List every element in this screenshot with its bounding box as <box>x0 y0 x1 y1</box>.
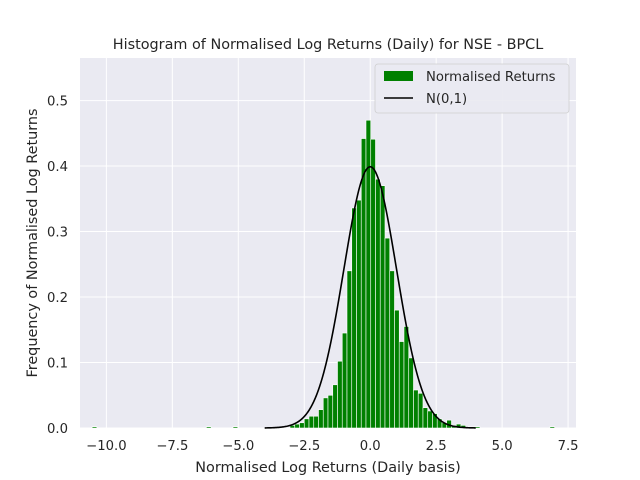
histogram-bar <box>322 397 329 429</box>
histogram-bar <box>360 138 367 429</box>
histogram-bar <box>422 407 429 429</box>
x-tick-label: 5.0 <box>492 439 513 454</box>
x-tick-label: 0.0 <box>360 439 381 454</box>
chart-title: Histogram of Normalised Log Returns (Dai… <box>113 37 543 53</box>
y-tick-label: 0.1 <box>47 357 68 372</box>
histogram-bar <box>303 418 310 429</box>
y-tick-labels: 0.0 0.1 0.2 0.3 0.4 0.5 <box>47 95 68 437</box>
histogram-bar <box>394 309 400 429</box>
histogram-bar <box>294 423 300 429</box>
histogram-bar <box>308 415 315 429</box>
legend-box <box>374 63 570 114</box>
histogram-bar <box>375 178 381 429</box>
histogram-bar <box>232 426 239 429</box>
histogram-bar <box>417 392 424 429</box>
y-axis-label: Frequency of Normalised Log Returns <box>25 108 41 377</box>
histogram-bar <box>370 138 376 429</box>
normal-pdf-line <box>264 165 476 429</box>
x-axis-label: Normalised Log Returns (Daily basis) <box>195 460 460 476</box>
histogram-bar <box>351 207 357 429</box>
x-tick-label: −10.0 <box>86 439 126 454</box>
x-tick-label: −2.5 <box>288 439 320 454</box>
histogram-bar <box>332 384 338 429</box>
histogram-bar <box>384 237 391 429</box>
histogram-bar <box>313 415 319 429</box>
legend: Normalised Returns N(0,1) <box>374 63 570 114</box>
x-tick-label: −7.5 <box>156 439 188 454</box>
histogram-bar <box>389 270 395 429</box>
histogram-bar <box>318 409 324 429</box>
y-tick-label: 0.5 <box>47 95 68 110</box>
x-tick-label: 7.5 <box>558 439 579 454</box>
histogram-bar <box>346 270 353 429</box>
y-tick-label: 0.3 <box>47 226 68 241</box>
histogram-bar <box>379 185 386 429</box>
histogram-bars <box>91 119 555 429</box>
legend-bar-swatch <box>384 71 413 81</box>
histogram-bar <box>408 357 414 429</box>
x-tick-labels: −10.0 −7.5 −5.0 −2.5 0.0 2.5 5.0 7.5 <box>86 439 578 454</box>
histogram-bar <box>474 426 481 429</box>
histogram-bar <box>403 326 410 429</box>
histogram-bar <box>327 394 334 429</box>
histogram-bar <box>299 422 305 429</box>
histogram-bar <box>549 426 555 429</box>
histogram-bar <box>337 360 343 429</box>
x-tick-label: −5.0 <box>222 439 254 454</box>
histogram-bar <box>413 389 419 429</box>
y-tick-label: 0.0 <box>47 422 68 437</box>
legend-label-normal: N(0,1) <box>426 92 467 107</box>
histogram-bar <box>206 426 212 429</box>
histogram-bar <box>91 426 98 429</box>
histogram-bar <box>341 332 348 429</box>
histogram-bar <box>356 199 362 429</box>
plot-area <box>80 58 576 428</box>
legend-label-returns: Normalised Returns <box>426 70 556 85</box>
x-tick-label: 2.5 <box>426 439 447 454</box>
y-tick-label: 0.4 <box>47 160 68 175</box>
histogram-bar <box>398 341 405 429</box>
y-tick-label: 0.2 <box>47 291 68 306</box>
histogram-bar <box>427 410 433 429</box>
